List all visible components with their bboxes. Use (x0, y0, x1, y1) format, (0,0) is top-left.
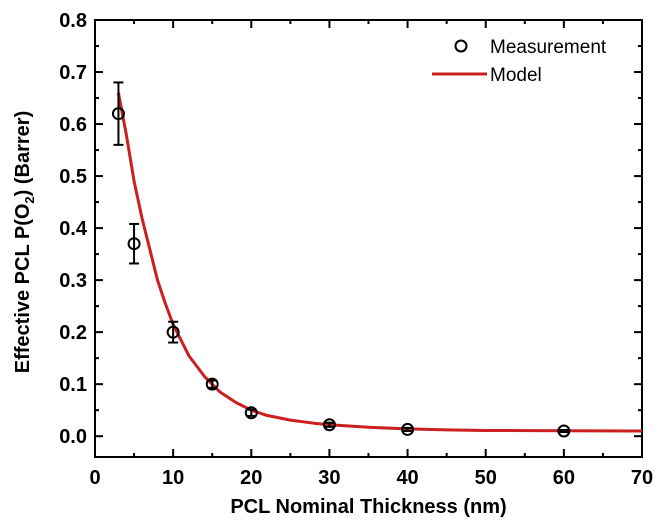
measurement-point (244, 406, 258, 420)
y-axis-title-subscript: 2 (22, 196, 37, 203)
x-axis-tick-labels: 0 10 20 30 40 50 60 70 (89, 467, 653, 489)
plot-area (94, 19, 643, 458)
y-tick-label: 0.4 (59, 218, 88, 240)
y-tick-label: 0.3 (59, 270, 87, 292)
legend-measurement-label: Measurement (490, 37, 607, 58)
y-axis-title-main: Effective PCL P(O (12, 204, 34, 374)
measurement-point (166, 325, 180, 339)
y-axis-ticks (95, 19, 642, 438)
y-axis-title: Effective PCL P(O2) (Barrer) (12, 111, 37, 374)
x-tick-label: 30 (318, 467, 340, 489)
y-tick-label: 0.8 (59, 10, 87, 32)
y-tick-label: 0.7 (59, 62, 87, 84)
x-tick-label: 40 (396, 467, 418, 489)
y-tick-label: 0.0 (59, 426, 87, 448)
y-axis-tick-labels: 0.0 0.1 0.2 0.3 0.4 0.5 0.6 0.7 0.8 (59, 10, 88, 448)
legend-measurement-marker (454, 39, 468, 53)
x-tick-label: 20 (240, 467, 262, 489)
x-axis-title: PCL Nominal Thickness (nm) (230, 496, 506, 518)
x-tick-label: 0 (89, 467, 100, 489)
x-tick-label: 60 (553, 467, 575, 489)
legend: Measurement Model (432, 37, 607, 86)
y-tick-label: 0.6 (59, 114, 87, 136)
x-tick-label: 10 (162, 467, 184, 489)
y-tick-label: 0.2 (59, 322, 87, 344)
measurement-point (557, 424, 571, 438)
measurement-point (205, 377, 219, 391)
x-tick-label: 50 (475, 467, 497, 489)
y-tick-label: 0.1 (59, 374, 87, 396)
measurement-point (322, 418, 336, 432)
x-axis-ticks (94, 20, 643, 457)
x-tick-label: 70 (631, 467, 653, 489)
measurement-point (111, 107, 125, 121)
y-tick-label: 0.5 (59, 166, 87, 188)
legend-model-label: Model (490, 65, 542, 86)
series-layer (111, 81, 643, 438)
y-axis-title-tail: ) (Barrer) (12, 111, 34, 197)
measurement-point (401, 422, 415, 436)
model-line (116, 92, 643, 433)
measurement-point (127, 237, 141, 251)
